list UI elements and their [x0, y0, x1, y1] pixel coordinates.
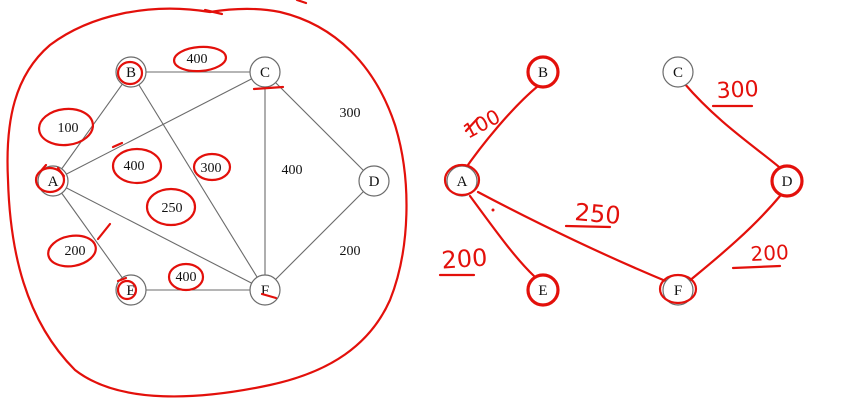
ink-dot: [491, 208, 495, 212]
weight-a-e: 200: [65, 244, 86, 259]
left-graph-ink-marks: [34, 45, 285, 301]
tree-node-e: E: [526, 273, 560, 307]
ink-circle-100: [37, 107, 95, 147]
weight-a-f: 250: [162, 201, 183, 216]
tree-edge-c-d: [682, 81, 787, 174]
node-b-label: B: [126, 65, 136, 81]
tree-edge-d-f: [686, 194, 782, 284]
edge-c-d: [264, 71, 375, 182]
ink-circle-400-ac: [111, 147, 163, 185]
tree-edge-a-e: [468, 194, 536, 278]
ink-underline-100: [464, 116, 480, 133]
node-f: F: [249, 274, 281, 306]
ink-circle-250: [145, 187, 197, 227]
weight-e-f: 400: [176, 270, 197, 285]
tree-node-d: D: [770, 164, 804, 198]
tree-node-e-label: E: [538, 283, 547, 299]
ink-circle-node-b: [116, 60, 144, 86]
weight-b-f: 300: [201, 161, 222, 176]
tree-weight-d-f: 200: [750, 240, 789, 266]
ink-tick-200: [96, 222, 112, 241]
ink-underline-200-df: [731, 264, 782, 270]
edge-b-f: [130, 71, 266, 291]
edge-d-f: [264, 180, 375, 291]
left-graph-weights: 100 400 400 300 250 400 300 200 200 400: [58, 52, 361, 285]
weight-d-f: 200: [340, 244, 361, 259]
tree-node-d-label: D: [782, 174, 793, 190]
tree-weight-a-e: 200: [441, 243, 489, 274]
weight-c-d: 300: [340, 106, 361, 121]
node-c: C: [249, 56, 281, 88]
ink-underline-250: [564, 224, 612, 229]
ink-enclosure-loop: [6, 7, 408, 398]
edge-a-f: [52, 180, 266, 291]
tree-node-c-label: C: [673, 65, 683, 81]
ink-tick-a: [38, 163, 66, 178]
node-a-label: A: [48, 174, 59, 190]
ink-tick-400-ac: [111, 141, 124, 149]
edge-a-e: [52, 180, 132, 291]
ink-circle-node-a: [34, 166, 66, 194]
tree-weight-a-f: 250: [574, 198, 622, 230]
tree-node-c: C: [662, 56, 694, 88]
tree-weight-a-b: 100: [459, 104, 504, 143]
ink-circle-node-e: [116, 279, 138, 301]
right-tree-edges: [461, 81, 787, 284]
ink-tick-f: [260, 292, 278, 300]
ink-circle-400-ef: [167, 262, 205, 292]
ink-circle-200-ae: [47, 234, 97, 268]
edge-a-c: [52, 71, 266, 182]
weight-a-b: 100: [58, 121, 79, 136]
ink-stroke-top2: [295, 0, 308, 5]
node-d: D: [358, 165, 390, 197]
ink-circle-300-bf: [192, 152, 232, 182]
node-d-label: D: [369, 174, 380, 190]
tree-node-f: F: [658, 273, 698, 306]
tree-edge-a-b: [461, 84, 540, 174]
weight-a-c: 400: [124, 159, 145, 174]
tree-edge-a-f: [476, 190, 670, 284]
ink-tick-e: [116, 276, 128, 283]
node-f-label: F: [261, 283, 269, 299]
tree-node-a-label: A: [457, 174, 468, 190]
tree-node-a: A: [443, 163, 481, 197]
tree-node-b: B: [526, 55, 560, 89]
right-tree-weights: 100 300 250 200 200: [438, 77, 789, 277]
tree-weight-c-d: 300: [716, 77, 759, 104]
node-c-label: C: [260, 65, 270, 81]
weight-b-c: 400: [187, 52, 208, 67]
node-e-label: E: [126, 283, 135, 299]
ink-underline-c: [252, 85, 285, 91]
ink-circle-400-bc: [172, 45, 228, 73]
tree-node-f-label: F: [674, 283, 682, 299]
weight-c-f: 400: [282, 163, 303, 178]
tree-node-b-label: B: [538, 65, 548, 81]
ink-stroke-top: [203, 8, 224, 16]
left-graph-edges: [52, 71, 375, 291]
right-tree-nodes: A B C D E F: [443, 55, 804, 307]
